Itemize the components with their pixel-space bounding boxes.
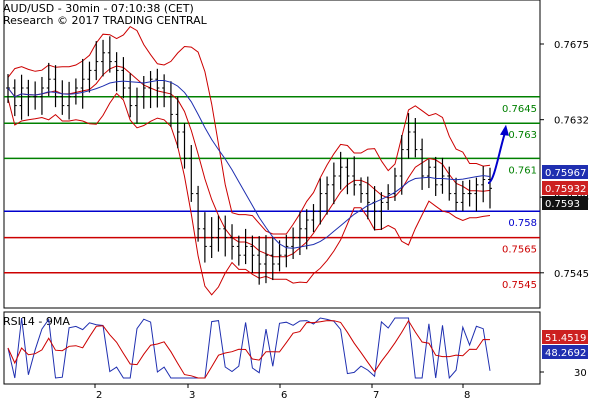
level-label-0: 0.7645 (502, 104, 537, 115)
price-tag-label-2: 0.7593 (545, 199, 580, 210)
rsi-tag-label-0: 51.4519 (545, 333, 586, 344)
ma-line (7, 80, 491, 249)
time-axis: 2 3 6 7 8 (94, 384, 470, 400)
lower-band (7, 92, 491, 296)
time-tick-label-2: 6 (281, 390, 287, 400)
time-tick-label-0: 2 (96, 390, 102, 400)
price-panel-frame (3, 0, 541, 309)
time-tick-label-1: 3 (189, 390, 195, 400)
rsi-title: RSI14 - 9MA (3, 315, 70, 328)
rsi-tag-label-1: 48.2692 (545, 348, 586, 359)
rsi-ma-line (7, 319, 491, 379)
level-label-5: 0.7545 (502, 280, 537, 291)
time-tick-label-3: 7 (373, 390, 379, 400)
price-bars (6, 36, 492, 285)
price-tick-label-1: 0.7632 (554, 116, 589, 127)
rsi-tick-label-0: 30 (574, 368, 587, 379)
rsi-tag-1 (542, 345, 588, 359)
price-tag-label-1: 0.75932 (545, 184, 586, 195)
price-tick-label-0: 0.7675 (554, 40, 589, 51)
price-tag-2 (542, 196, 588, 210)
moving-average (7, 80, 491, 249)
forecast-arrow (487, 124, 509, 185)
price-tick-label-3: 0.7545 (554, 269, 589, 280)
support-resistance-levels: 0.7645 0.763 0.761 0.758 0.7565 0.7545 (4, 96, 540, 291)
middle-band (7, 65, 491, 258)
forecast-arrow-shaft (487, 132, 506, 185)
rsi-lines (7, 317, 491, 380)
chart-title: AUD/USD - 30min - 07:10:38 (CET) (3, 2, 194, 15)
price-tags: 0.75967 0.75932 0.7593 (542, 165, 588, 210)
level-label-3: 0.758 (508, 218, 537, 229)
price-tag-1 (542, 181, 588, 195)
chart-subtitle: Research © 2017 TRADING CENTRAL (3, 14, 208, 27)
forecast-arrow-head (500, 124, 509, 136)
price-tag-0 (542, 165, 588, 179)
rsi-tags: 51.4519 48.2692 (542, 330, 588, 359)
level-label-4: 0.7565 (502, 245, 537, 256)
level-label-1: 0.763 (508, 130, 537, 141)
level-label-2: 0.761 (508, 165, 537, 176)
price-tag-label-0: 0.75967 (545, 168, 586, 179)
upper-band (7, 25, 491, 235)
bollinger-bands (7, 25, 491, 296)
rsi-tag-0 (542, 330, 588, 344)
rsi-line (7, 317, 491, 380)
time-tick-label-4: 8 (464, 390, 470, 400)
